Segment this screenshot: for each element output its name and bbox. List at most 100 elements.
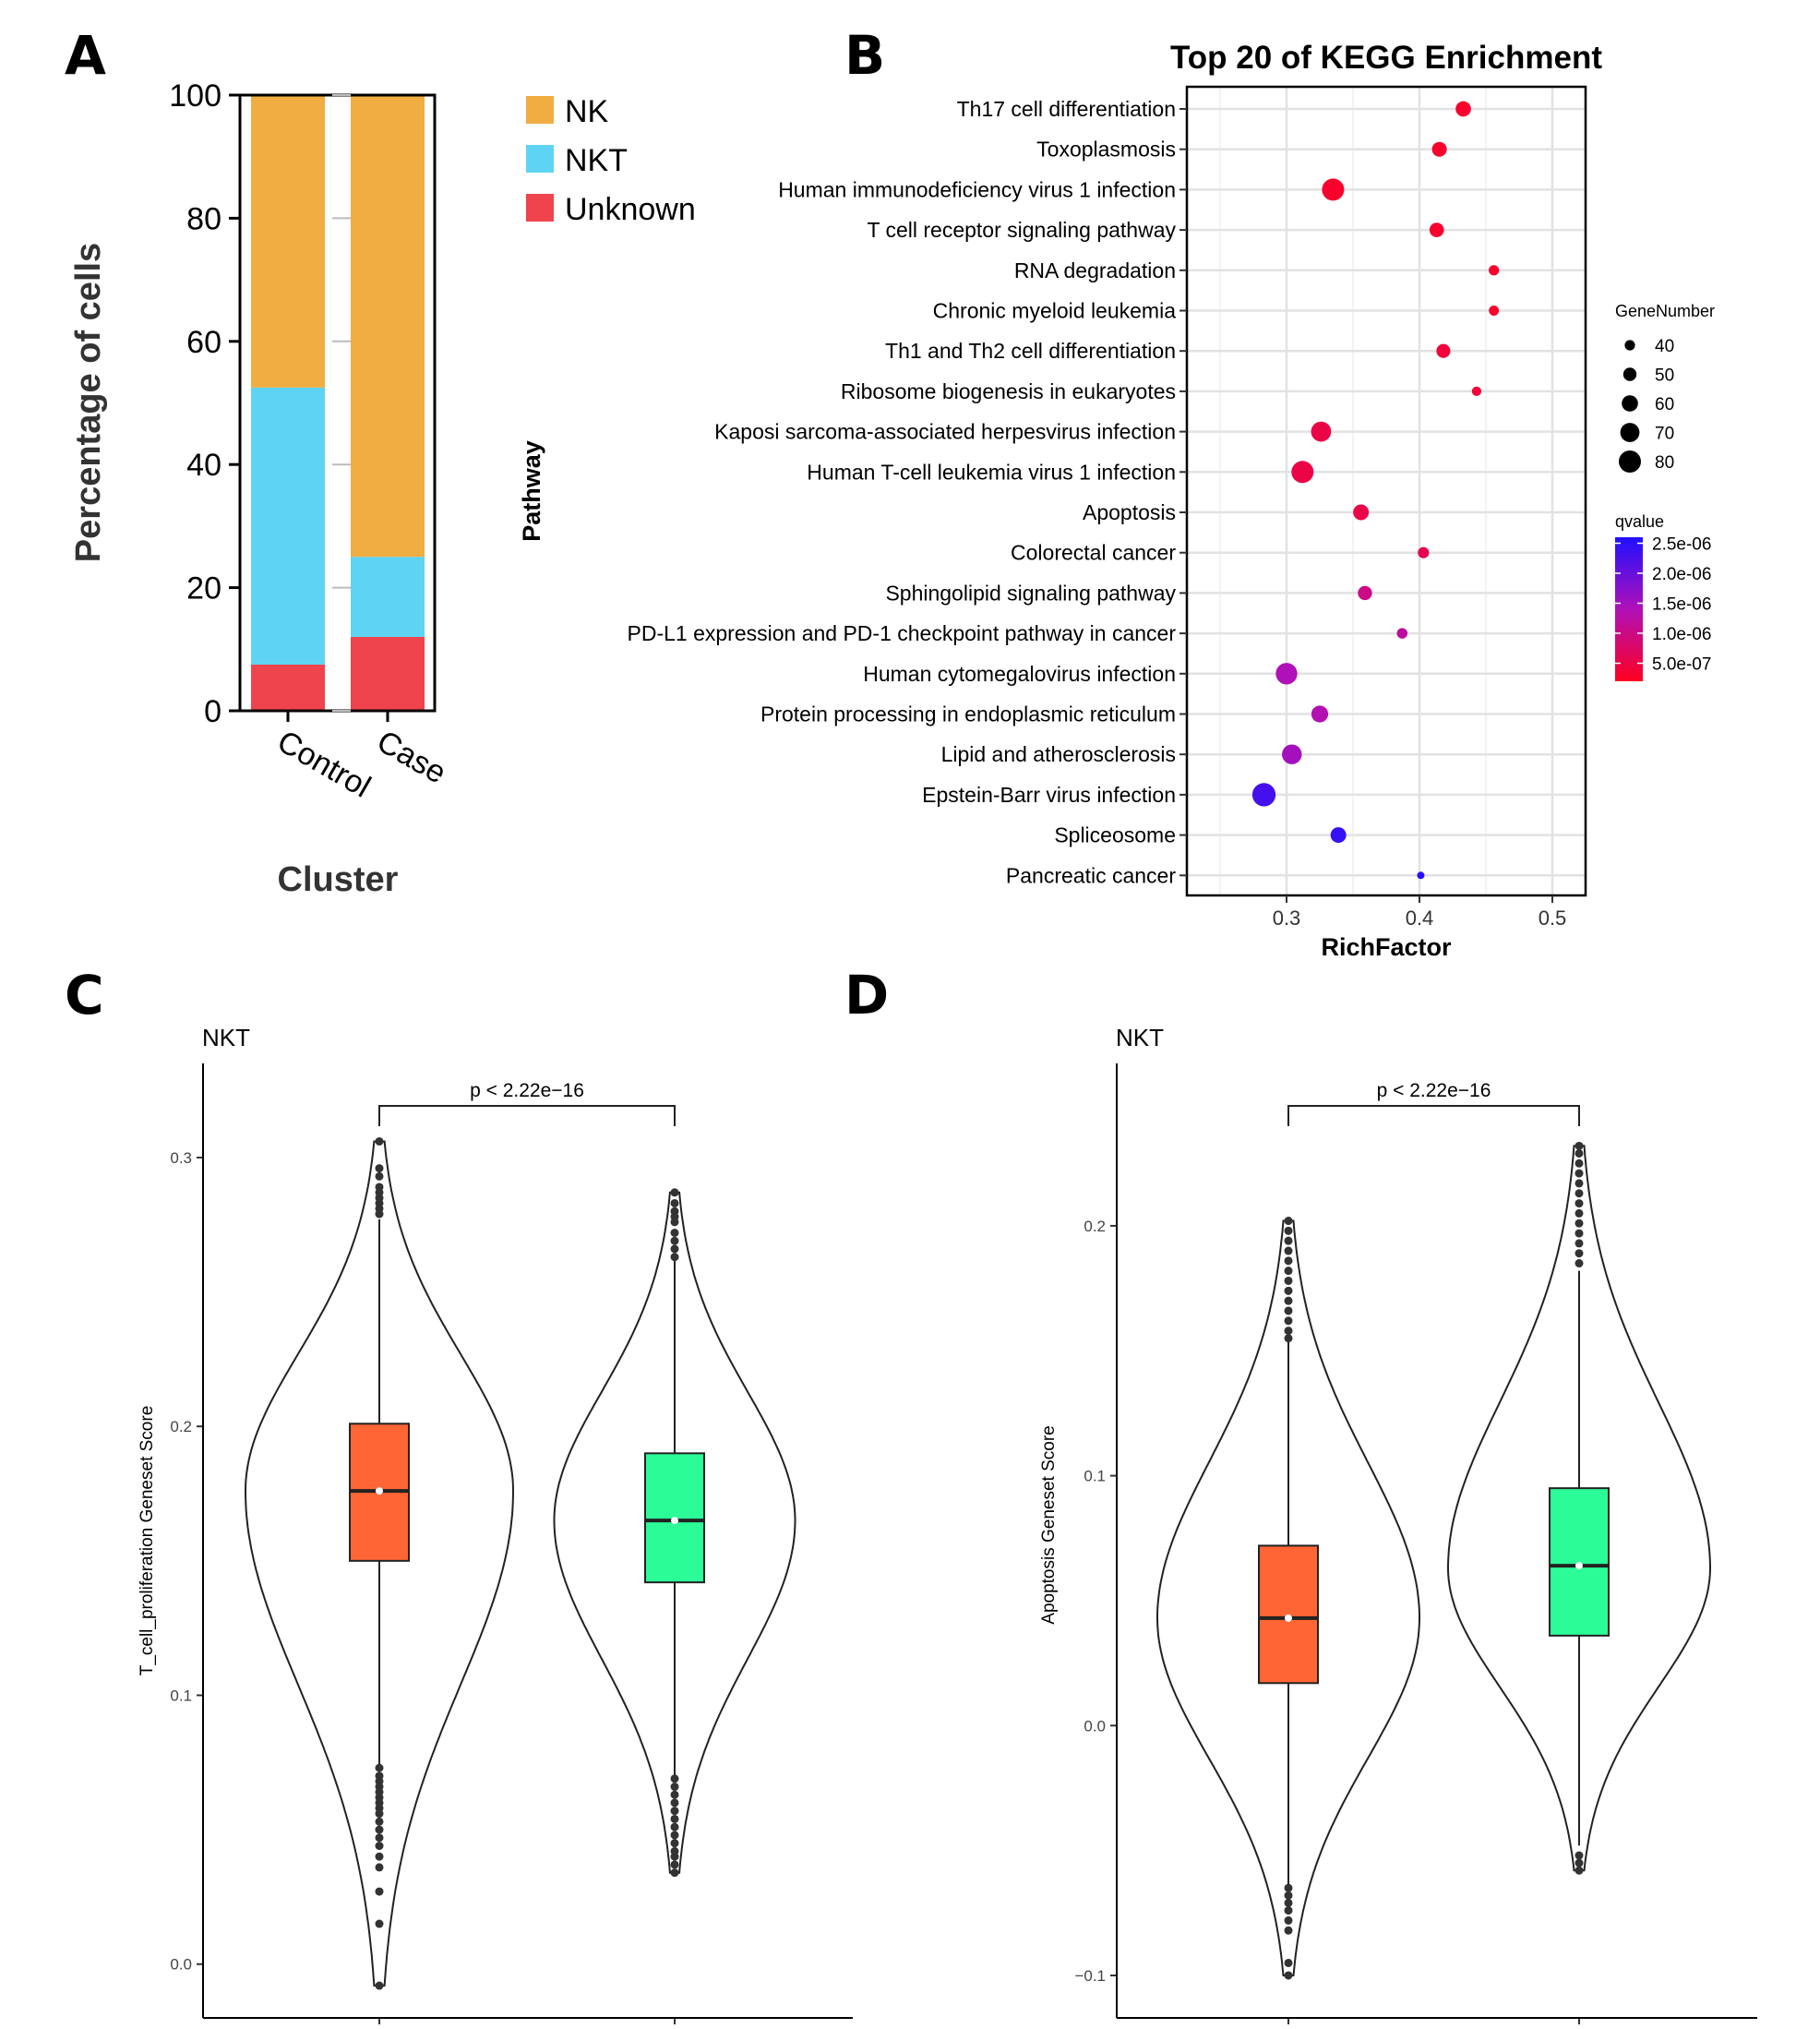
color-legend-label-2: 1.5e-06: [1652, 595, 1711, 615]
bar-case-nk: [351, 95, 425, 558]
significance-bracket: [1287, 1105, 1580, 1126]
legend-swatch-nkt: [526, 145, 554, 173]
outlier-point-case: [670, 1244, 679, 1254]
panel-a-y-axis-label: Percentage of cells: [69, 243, 108, 562]
y-tick-label: 0.1: [170, 1687, 192, 1704]
y-tick-label: 0.0: [1084, 1717, 1106, 1735]
panel-label-a: A: [65, 24, 106, 87]
bar-control-nkt: [251, 387, 325, 665]
point-11: [1418, 546, 1430, 558]
outlier-point-control: [1284, 1327, 1293, 1336]
panel-a-y-tick-label: 80: [186, 201, 222, 236]
panel-b-color-legend: qvalue 2.5e-06 2.0e-06 1.5e-06 1.0e-06 5.0e-0…: [1615, 512, 1711, 681]
panel-b-x-axis-label: RichFactor: [1321, 933, 1452, 961]
y-tick-label: −0.1: [1074, 1967, 1106, 1985]
outlier-point-case: [1575, 1851, 1584, 1860]
outlier-point-control: [1284, 1217, 1293, 1226]
point-18: [1330, 827, 1347, 844]
panel-label-d: D: [844, 964, 889, 1027]
outlier-point-case: [1575, 1249, 1584, 1258]
panel-b-x-tick-label: 0.3: [1273, 906, 1301, 930]
outlier-point-control: [1284, 1958, 1293, 1967]
size-legend-dot-3: [1620, 423, 1640, 442]
pathway-label-14: Human cytomegalovirus infection: [863, 662, 1176, 686]
point-16: [1282, 744, 1302, 764]
bar-case-unknown: [351, 636, 425, 711]
panel-c-violin-plot: NKT 0.00.10.20.3ControlCasep < 2.22e−16 …: [138, 1024, 853, 2029]
mean-dot-control: [376, 1487, 383, 1495]
pathway-label-16: Lipid and atherosclerosis: [941, 742, 1176, 766]
panel-label-b: B: [844, 24, 885, 87]
size-legend-label-1: 50: [1655, 366, 1674, 386]
significance-label: p < 2.22e−16: [1377, 1080, 1491, 1101]
outlier-point-control: [1284, 1306, 1293, 1315]
outlier-point-case: [1575, 1189, 1584, 1198]
outlier-point-control: [1284, 1236, 1293, 1245]
legend-swatch-nk: [526, 96, 554, 124]
outlier-point-case: [1575, 1169, 1584, 1178]
color-legend-label-0: 2.5e-06: [1652, 535, 1711, 555]
violin-case: [553, 1191, 796, 1874]
outlier-point-control: [375, 1825, 384, 1834]
outlier-point-control: [1284, 1276, 1293, 1285]
outlier-point-case: [1575, 1219, 1584, 1228]
outlier-point-control: [375, 1817, 384, 1826]
pathway-label-8: Kaposi sarcoma-associated herpesvirus in…: [714, 420, 1176, 444]
outlier-point-case: [670, 1868, 679, 1878]
point-3: [1429, 222, 1444, 237]
color-legend-bar: [1615, 537, 1643, 681]
point-9: [1291, 461, 1314, 484]
y-tick-label: 0.3: [170, 1149, 192, 1167]
panel-label-c: C: [65, 964, 104, 1027]
panel-d-violin-plot: NKT −0.10.00.10.2ControlCasep < 2.22e−16…: [1039, 1024, 1757, 2029]
point-1: [1431, 141, 1447, 157]
y-tick-label: 0.2: [170, 1418, 192, 1435]
panel-a-y-tick-label: 20: [186, 571, 222, 606]
outlier-point-control: [375, 1887, 384, 1896]
point-7: [1471, 386, 1482, 397]
outlier-point-control: [1284, 1267, 1293, 1276]
point-2: [1322, 178, 1345, 201]
outlier-point-control: [1284, 1898, 1293, 1907]
outlier-point-control: [375, 1852, 384, 1861]
outlier-point-case: [1575, 1141, 1584, 1150]
panel-b-x-tick-label: 0.4: [1406, 906, 1434, 930]
outlier-point-control: [375, 1842, 384, 1851]
panel-a-y-tick-label: 0: [204, 694, 222, 729]
outlier-point-case: [1575, 1179, 1584, 1188]
legend-label-nk: NK: [565, 94, 609, 129]
panel-c-title: NKT: [202, 1024, 250, 1051]
panel-a-y-tick-label: 60: [186, 325, 222, 360]
outlier-point-case: [1575, 1159, 1584, 1168]
point-15: [1311, 705, 1329, 723]
panel-b-plot-area: [1187, 87, 1586, 895]
panel-a-y-tick-label: 100: [169, 78, 222, 114]
outlier-point-case: [670, 1236, 679, 1245]
color-legend-label-3: 1.0e-06: [1652, 625, 1711, 644]
outlier-point-case: [670, 1798, 679, 1807]
outlier-point-case: [1575, 1208, 1584, 1218]
outlier-point-control: [1284, 1926, 1293, 1935]
pathway-label-7: Ribosome biogenesis in eukaryotes: [841, 379, 1176, 403]
pathway-label-15: Protein processing in endoplasmic reticu…: [760, 702, 1176, 726]
outlier-point-case: [1575, 1148, 1584, 1158]
outlier-point-control: [375, 1833, 384, 1843]
size-legend-label-3: 70: [1655, 425, 1674, 444]
outlier-point-case: [670, 1228, 679, 1237]
point-14: [1275, 663, 1298, 685]
size-legend-dot-2: [1622, 395, 1638, 412]
pathway-label-19: Pancreatic cancer: [1006, 863, 1176, 887]
pathway-label-0: Th17 cell differentiation: [957, 97, 1176, 121]
pathway-label-6: Th1 and Th2 cell differentiation: [885, 339, 1176, 363]
outlier-point-control: [375, 1164, 384, 1173]
point-17: [1251, 783, 1276, 807]
size-legend-title: GeneNumber: [1615, 302, 1715, 320]
size-legend-dot-0: [1624, 340, 1635, 351]
outlier-point-control: [1284, 1971, 1293, 1980]
pathway-label-2: Human immunodeficiency virus 1 infection: [778, 177, 1176, 201]
legend-label-unknown: Unknown: [565, 192, 696, 227]
pathway-label-3: T cell receptor signaling pathway: [867, 218, 1176, 242]
significance-label: p < 2.22e−16: [470, 1080, 584, 1101]
point-19: [1417, 871, 1425, 880]
